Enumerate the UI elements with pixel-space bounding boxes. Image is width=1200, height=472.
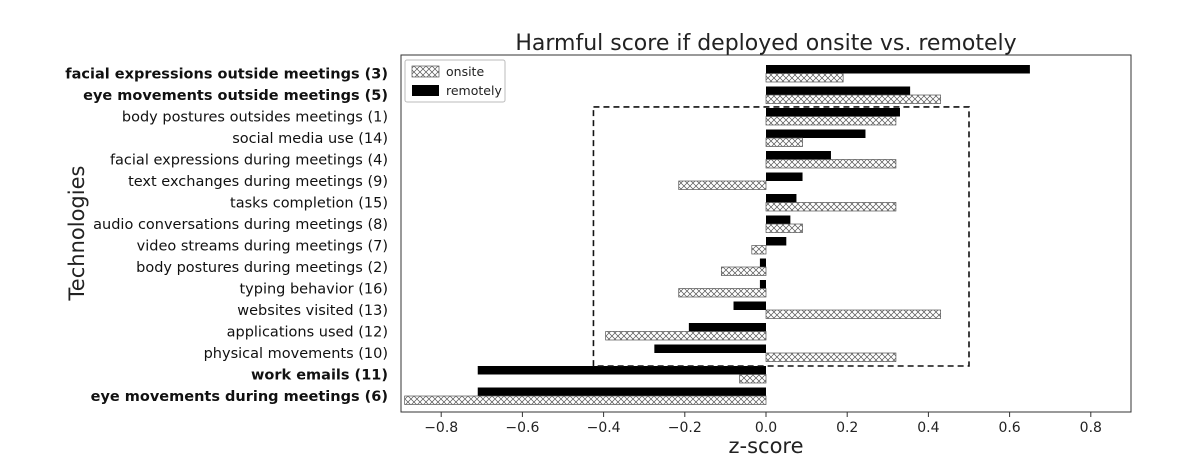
legend-swatch-remotely (412, 85, 439, 96)
bars-layer (404, 65, 1030, 405)
x-axis-label: z-score (728, 434, 803, 458)
bar-remotely-video-streams-during-meetings-7 (766, 237, 787, 246)
bar-remotely-applications-used-12 (688, 323, 766, 332)
bar-onsite-websites-visited-13 (765, 309, 941, 319)
x-tick-label: 0.6 (998, 420, 1020, 436)
bar-onsite-work-emails-11 (739, 374, 767, 384)
legend: onsite remotely (404, 59, 506, 103)
bar-onsite-social-media-use-14 (765, 137, 803, 147)
bar-onsite-video-streams-during-meetings-7 (751, 245, 767, 255)
bar-onsite-typing-behavior-16 (678, 288, 767, 298)
bar-remotely-typing-behavior-16 (759, 280, 766, 289)
x-tick-label: −0.2 (668, 420, 702, 436)
bar-onsite-body-postures-during-meetings-2 (720, 266, 767, 276)
bar-remotely-eye-movements-during-meetings-6 (477, 387, 766, 396)
x-tick-label: 0.2 (836, 420, 858, 436)
y-tick-label-work-emails-11: work emails (11) (251, 368, 388, 384)
bar-remotely-body-postures-outsides-meetings-1 (766, 108, 900, 117)
y-tick-labels: facial expressions outside meetings (3) e… (65, 67, 388, 406)
y-tick-label-eye-movements-outside-meetings-5: eye movements outside meetings (5) (83, 88, 388, 104)
bar-onsite-audio-conversations-during-meetings-8 (765, 223, 803, 233)
bar-onsite-body-postures-outsides-meetings-1 (765, 116, 897, 126)
bar-remotely-facial-expressions-outside-meetings-3 (766, 65, 1030, 74)
bar-remotely-websites-visited-13 (733, 301, 766, 310)
x-tick-label: 0.4 (917, 420, 939, 436)
y-tick-label-facial-expressions-during-meetings-4: facial expressions during meetings (4) (110, 153, 388, 169)
bar-onsite-eye-movements-outside-meetings-5 (765, 94, 941, 104)
bar-remotely-social-media-use-14 (766, 129, 866, 138)
y-tick-label-eye-movements-during-meetings-6: eye movements during meetings (6) (91, 389, 388, 405)
bar-remotely-work-emails-11 (477, 366, 766, 375)
bar-remotely-facial-expressions-during-meetings-4 (766, 151, 831, 160)
x-tick-label: 0.0 (755, 420, 777, 436)
bar-remotely-audio-conversations-during-meetings-8 (766, 215, 791, 224)
y-tick-label-tasks-completion-15: tasks completion (15) (230, 196, 388, 212)
highlight-dashed-box (592, 106, 970, 367)
y-tick-label-applications-used-12: applications used (12) (227, 325, 388, 341)
y-tick-label-audio-conversations-during-meetings-8: audio conversations during meetings (8) (93, 217, 388, 233)
y-tick-label-typing-behavior-16: typing behavior (16) (239, 282, 388, 298)
y-tick-label-social-media-use-14: social media use (14) (232, 131, 388, 147)
x-tick-label: −0.6 (505, 420, 539, 436)
bar-onsite-eye-movements-during-meetings-6 (404, 395, 767, 405)
y-tick-label-video-streams-during-meetings-7: video streams during meetings (7) (137, 239, 388, 255)
x-tick-label: 0.8 (1080, 420, 1102, 436)
y-tick-label-facial-expressions-outside-meetings-3: facial expressions outside meetings (3) (65, 67, 388, 83)
y-tick-label-body-postures-during-meetings-2: body postures during meetings (2) (136, 260, 388, 276)
y-tick-label-text-exchanges-during-meetings-9: text exchanges during meetings (9) (128, 174, 388, 190)
y-tick-label-physical-movements-10: physical movements (10) (204, 346, 388, 362)
legend-swatch-onsite (411, 65, 440, 78)
legend-label-remotely: remotely (446, 83, 502, 98)
x-ticks: −0.8 −0.6 −0.4 −0.2 0.0 0.2 0.4 0.6 0.8 (424, 412, 1102, 436)
bar-onsite-physical-movements-10 (765, 352, 897, 362)
bar-onsite-applications-used-12 (605, 331, 767, 341)
bar-remotely-eye-movements-outside-meetings-5 (766, 86, 911, 95)
bar-remotely-tasks-completion-15 (766, 194, 797, 203)
bar-onsite-tasks-completion-15 (765, 202, 897, 212)
y-axis-label: Technologies (65, 166, 89, 302)
bar-onsite-facial-expressions-outside-meetings-3 (765, 73, 844, 83)
x-tick-label: −0.4 (587, 420, 621, 436)
bar-remotely-text-exchanges-during-meetings-9 (766, 172, 803, 181)
y-tick-label-websites-visited-13: websites visited (13) (237, 303, 388, 319)
bar-onsite-facial-expressions-during-meetings-4 (765, 159, 897, 169)
x-tick-label: −0.8 (424, 420, 458, 436)
y-tick-label-body-postures-outsides-meetings-1: body postures outsides meetings (1) (122, 110, 388, 126)
bar-remotely-physical-movements-10 (654, 344, 766, 353)
bar-onsite-text-exchanges-during-meetings-9 (678, 180, 767, 190)
bar-remotely-body-postures-during-meetings-2 (759, 258, 766, 267)
chart-title: Harmful score if deployed onsite vs. rem… (515, 31, 1016, 56)
legend-label-onsite: onsite (446, 64, 484, 79)
